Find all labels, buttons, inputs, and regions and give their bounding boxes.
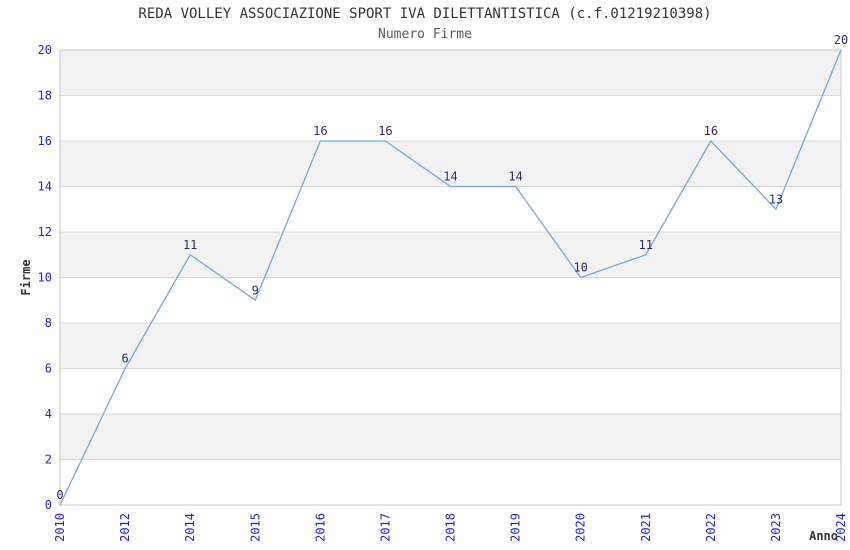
x-tick-label: 2010 [53, 513, 67, 542]
data-point-label: 11 [183, 238, 197, 252]
x-tick-label: 2021 [639, 513, 653, 542]
data-point-label: 11 [639, 238, 653, 252]
plot-border [59, 49, 842, 506]
y-tick-label: 2 [45, 453, 52, 467]
data-point-label: 16 [313, 124, 327, 138]
x-tick-label: 2012 [118, 513, 132, 542]
data-point-label: 0 [56, 488, 63, 502]
x-tick-label: 2018 [444, 513, 458, 542]
series-line [59, 49, 842, 506]
x-tick-label: 2016 [313, 513, 327, 542]
data-point-label: 16 [704, 124, 718, 138]
x-tick-label: 2015 [248, 513, 262, 542]
y-tick-label: 4 [45, 407, 52, 421]
data-point-label: 16 [378, 124, 392, 138]
x-tick-label: 2023 [769, 513, 783, 542]
x-tick-label: 2024 [834, 513, 848, 542]
grid-stripe [60, 414, 841, 460]
x-tick-label: 2022 [704, 513, 718, 542]
data-point-label: 9 [252, 283, 259, 297]
y-tick-label: 0 [45, 498, 52, 512]
y-tick-label: 12 [38, 225, 52, 239]
y-tick-label: 14 [38, 180, 52, 194]
data-point-label: 13 [769, 192, 783, 206]
x-tick-label: 2020 [574, 513, 588, 542]
chart-title: REDA VOLLEY ASSOCIAZIONE SPORT IVA DILET… [138, 6, 712, 22]
data-point-label: 20 [834, 33, 848, 47]
y-tick-label: 18 [38, 89, 52, 103]
grid-stripe [60, 50, 841, 96]
x-tick-label: 2019 [509, 513, 523, 542]
y-axis-title: Firme [19, 259, 33, 295]
y-tick-label: 20 [38, 43, 52, 57]
grid-stripe [60, 141, 841, 187]
data-point-label: 6 [121, 352, 128, 366]
grid-stripe [60, 323, 841, 369]
y-tick-label: 16 [38, 134, 52, 148]
y-tick-label: 8 [45, 316, 52, 330]
y-tick-label: 10 [38, 271, 52, 285]
data-point-label: 14 [443, 170, 457, 184]
x-axis-title: Anno [809, 529, 838, 543]
x-tick-label: 2014 [183, 513, 197, 542]
chart-subtitle: Numero Firme [378, 27, 472, 42]
grid-stripe [60, 232, 841, 278]
x-tick-label: 2017 [378, 513, 392, 542]
data-point-label: 14 [508, 170, 522, 184]
y-tick-label: 6 [45, 362, 52, 376]
data-point-label: 10 [573, 261, 587, 275]
